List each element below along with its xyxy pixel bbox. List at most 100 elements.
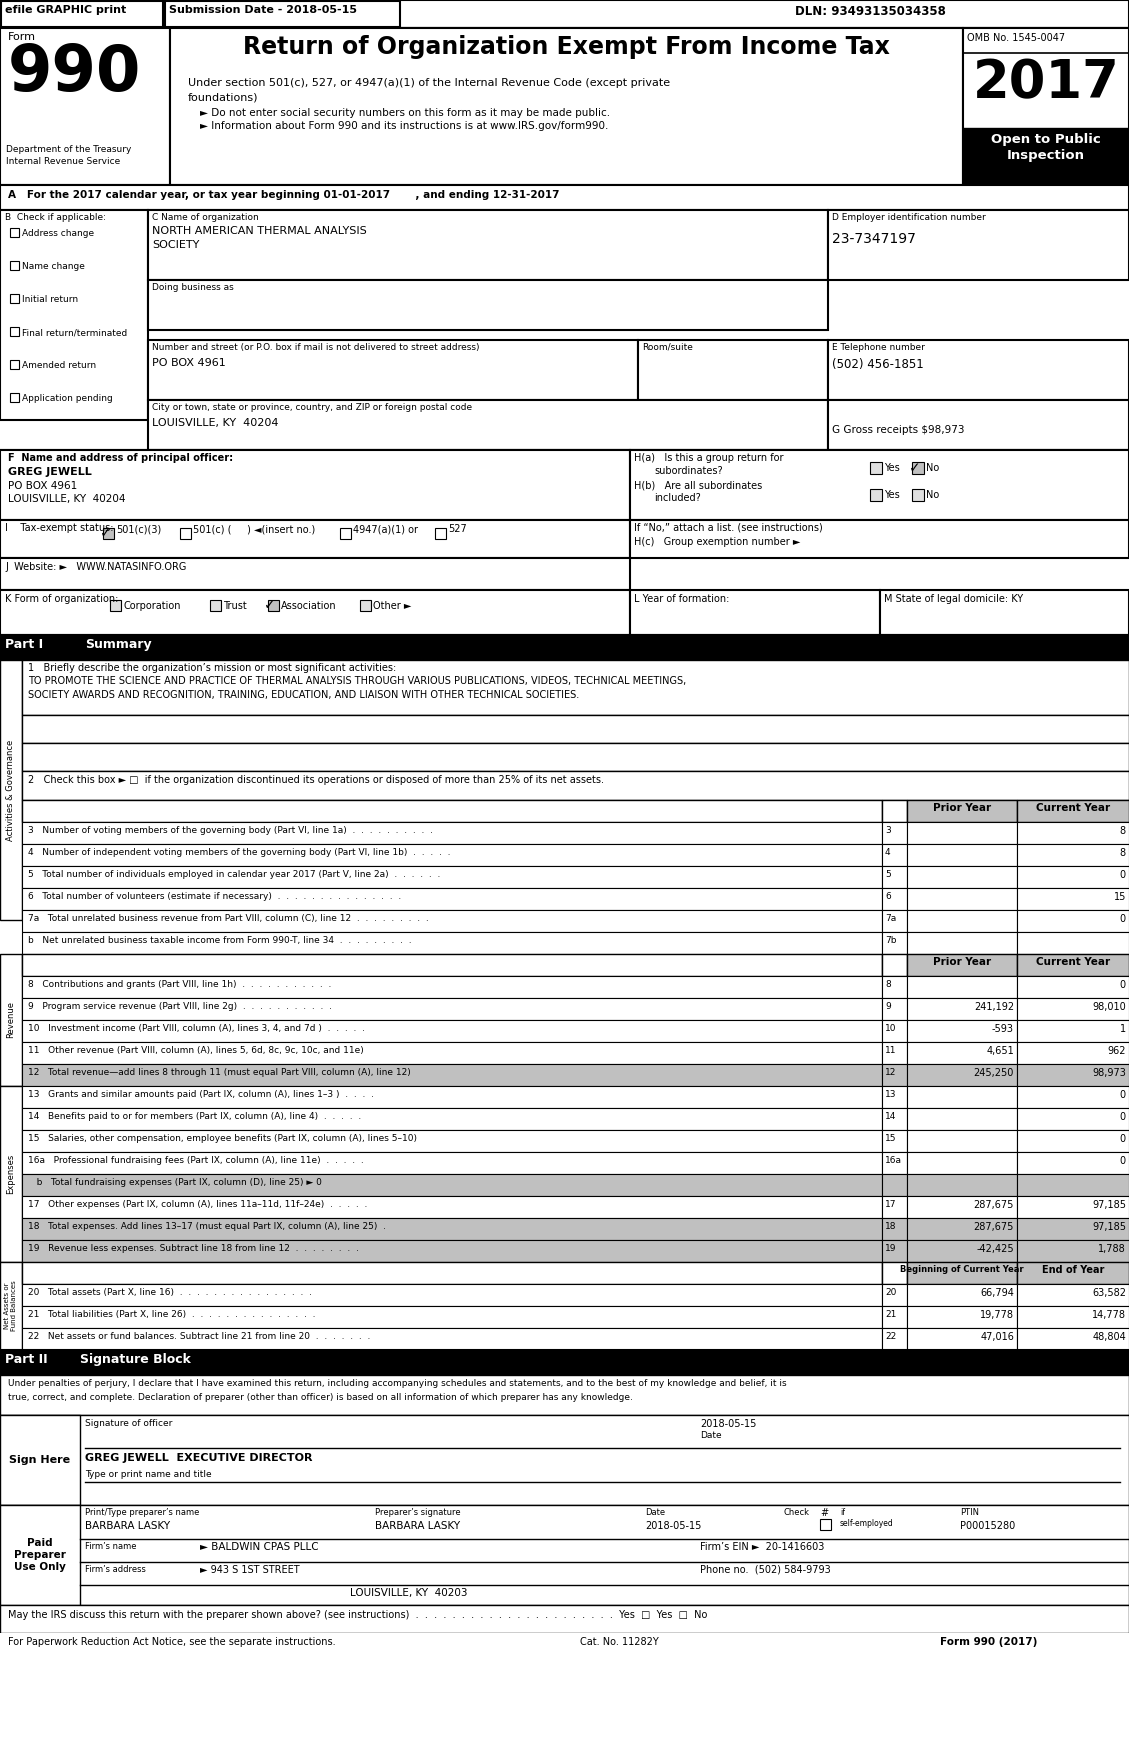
Text: Firm’s address: Firm’s address xyxy=(85,1565,146,1573)
Bar xyxy=(907,931,1017,954)
Bar xyxy=(1017,931,1129,954)
Bar xyxy=(21,823,882,844)
Text: ► 943 S 1ST STREET: ► 943 S 1ST STREET xyxy=(200,1565,299,1575)
Bar xyxy=(10,228,19,237)
Text: Cat. No. 11282Y: Cat. No. 11282Y xyxy=(580,1636,658,1647)
Bar xyxy=(882,1284,907,1307)
Text: 11   Other revenue (Part VIII, column (A), lines 5, 6d, 8c, 9c, 10c, and 11e): 11 Other revenue (Part VIII, column (A),… xyxy=(28,1045,364,1054)
Bar xyxy=(340,528,351,538)
Bar xyxy=(170,28,963,184)
Text: 11: 11 xyxy=(885,1045,896,1054)
Text: Preparer’s signature: Preparer’s signature xyxy=(375,1508,461,1517)
Bar xyxy=(882,844,907,866)
Bar xyxy=(879,589,1129,635)
Bar xyxy=(21,888,882,910)
Bar xyxy=(907,823,1017,844)
Text: Final return/terminated: Final return/terminated xyxy=(21,328,128,337)
Text: H(b)   Are all subordinates: H(b) Are all subordinates xyxy=(634,481,762,489)
Bar xyxy=(907,1307,1017,1328)
Bar xyxy=(21,866,882,888)
Text: subordinates?: subordinates? xyxy=(654,467,723,475)
Bar xyxy=(1017,1109,1129,1130)
Bar xyxy=(882,823,907,844)
Text: TO PROMOTE THE SCIENCE AND PRACTICE OF THERMAL ANALYSIS THROUGH VARIOUS PUBLICAT: TO PROMOTE THE SCIENCE AND PRACTICE OF T… xyxy=(28,675,686,686)
Text: Firm’s name: Firm’s name xyxy=(85,1542,137,1551)
Bar xyxy=(148,340,638,400)
Bar xyxy=(360,600,371,610)
Text: E Telephone number: E Telephone number xyxy=(832,344,925,353)
Bar xyxy=(1017,910,1129,931)
Text: 990: 990 xyxy=(8,42,141,103)
Bar xyxy=(828,340,1129,400)
Bar xyxy=(0,1505,1129,1605)
Bar xyxy=(0,1415,80,1505)
Text: No: No xyxy=(926,463,939,474)
Text: H(a)   Is this a group return for: H(a) Is this a group return for xyxy=(634,453,784,463)
Bar xyxy=(882,1307,907,1328)
Text: Under section 501(c), 527, or 4947(a)(1) of the Internal Revenue Code (except pr: Under section 501(c), 527, or 4947(a)(1)… xyxy=(189,77,671,88)
Bar xyxy=(1017,1086,1129,1109)
Text: Yes: Yes xyxy=(884,463,900,474)
Bar xyxy=(1017,1173,1129,1196)
Text: 6: 6 xyxy=(885,893,891,902)
Text: Summary: Summary xyxy=(85,638,151,651)
Bar xyxy=(1017,800,1129,823)
Text: 13: 13 xyxy=(885,1089,896,1100)
Text: included?: included? xyxy=(654,493,701,503)
Bar xyxy=(907,1240,1017,1261)
Text: 98,010: 98,010 xyxy=(1092,1002,1126,1012)
Text: J  Website: ►   WWW.NATASINFO.ORG: J Website: ► WWW.NATASINFO.ORG xyxy=(5,561,186,572)
Text: P00015280: P00015280 xyxy=(960,1521,1015,1531)
Text: PO BOX 4961: PO BOX 4961 xyxy=(152,358,226,368)
Bar xyxy=(0,451,630,519)
Bar xyxy=(1017,1261,1129,1284)
Bar xyxy=(1017,1307,1129,1328)
Bar xyxy=(0,1415,1129,1505)
Text: K Form of organization:: K Form of organization: xyxy=(5,595,119,603)
Text: Open to Public
Inspection: Open to Public Inspection xyxy=(991,133,1101,161)
Text: 15: 15 xyxy=(1113,893,1126,902)
Bar xyxy=(435,528,446,538)
Text: efile GRAPHIC print: efile GRAPHIC print xyxy=(5,5,126,16)
Text: PO BOX 4961: PO BOX 4961 xyxy=(8,481,77,491)
Text: NORTH AMERICAN THERMAL ANALYSIS: NORTH AMERICAN THERMAL ANALYSIS xyxy=(152,226,367,237)
Bar xyxy=(0,210,148,419)
Bar xyxy=(103,528,114,538)
Text: Department of the Treasury: Department of the Treasury xyxy=(6,146,131,154)
Bar xyxy=(828,400,1129,451)
Bar xyxy=(21,744,1129,772)
Text: (502) 456-1851: (502) 456-1851 xyxy=(832,358,924,372)
Text: Part I: Part I xyxy=(5,638,43,651)
Text: 21: 21 xyxy=(885,1310,896,1319)
Bar xyxy=(148,400,828,451)
Text: 8: 8 xyxy=(1120,847,1126,858)
Bar xyxy=(907,954,1017,975)
Text: If “No,” attach a list. (see instructions): If “No,” attach a list. (see instruction… xyxy=(634,523,823,533)
Bar xyxy=(21,1086,882,1109)
Bar xyxy=(21,1284,882,1307)
Text: 4947(a)(1) or: 4947(a)(1) or xyxy=(353,524,418,533)
Bar xyxy=(912,489,924,502)
Bar xyxy=(1017,1021,1129,1042)
Text: L Year of formation:: L Year of formation: xyxy=(634,595,729,603)
Text: GREG JEWELL: GREG JEWELL xyxy=(8,467,91,477)
Text: LOUISVILLE, KY  40203: LOUISVILLE, KY 40203 xyxy=(350,1587,467,1598)
Text: 501(c)(3): 501(c)(3) xyxy=(116,524,161,533)
Bar xyxy=(0,28,1129,184)
Text: 3: 3 xyxy=(885,826,891,835)
Text: 527: 527 xyxy=(448,524,466,533)
Bar xyxy=(912,461,924,474)
Text: Current Year: Current Year xyxy=(1036,958,1110,966)
Bar xyxy=(0,0,1129,28)
Text: BARBARA LASKY: BARBARA LASKY xyxy=(375,1521,461,1531)
Text: OMB No. 1545-0047: OMB No. 1545-0047 xyxy=(968,33,1065,44)
Bar xyxy=(148,210,828,281)
Text: ✓: ✓ xyxy=(264,598,275,612)
Text: Return of Organization Exempt From Income Tax: Return of Organization Exempt From Incom… xyxy=(243,35,890,60)
Text: Initial return: Initial return xyxy=(21,295,78,303)
Text: -593: -593 xyxy=(992,1024,1014,1035)
Text: 18: 18 xyxy=(885,1223,896,1231)
Text: Association: Association xyxy=(281,602,336,610)
Text: Room/suite: Room/suite xyxy=(642,344,693,353)
Text: Activities & Governance: Activities & Governance xyxy=(7,740,16,840)
